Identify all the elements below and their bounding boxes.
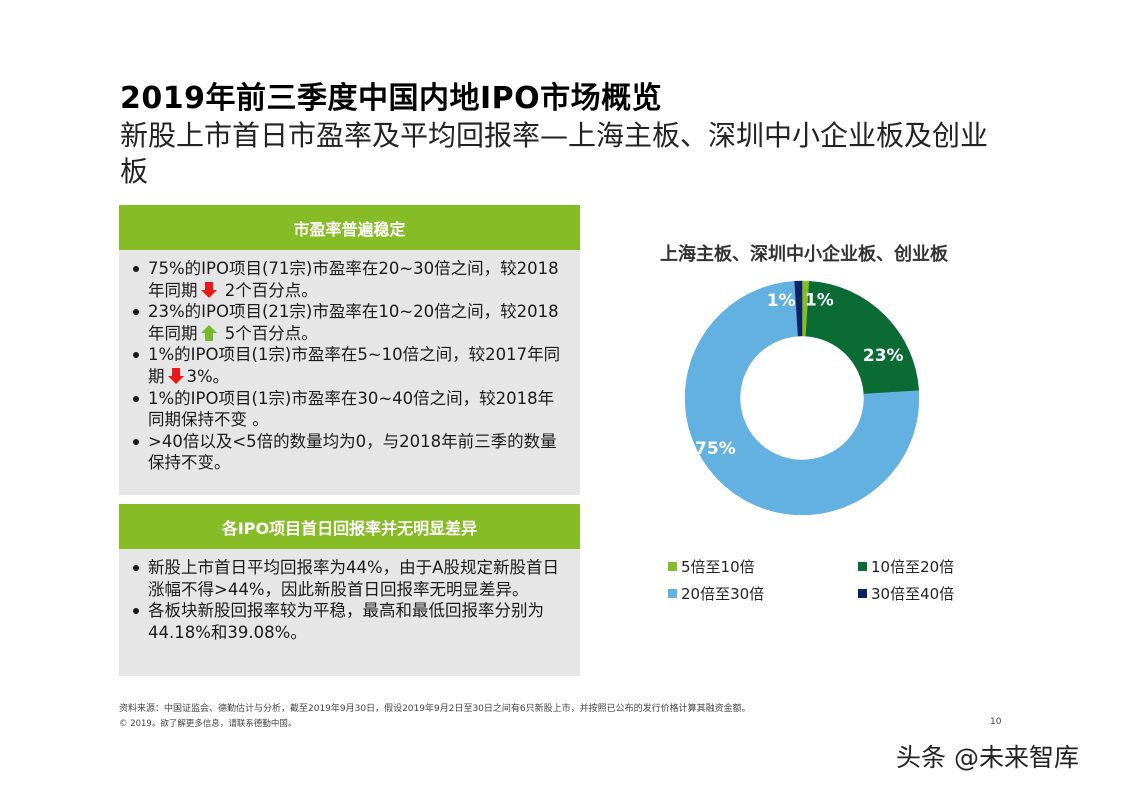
arrow-down-red-icon [200,281,217,298]
legend-item: 30倍至40倍 [858,583,954,604]
donut-chart: 1% 23% 75% 1% [684,280,920,516]
donut-slice [684,280,920,516]
bullet-item: 各板块新股回报率较为平稳，最高和最低回报率分别为44.18%和39.08%。 [133,600,570,643]
bullet-item: 1%的IPO项目(1宗)市盈率在5~10倍之间，较2017年同期 3%。 [133,344,570,387]
page-number: 10 [990,717,1002,727]
legend-swatch [858,562,867,571]
title-block: 2019年前三季度中国内地IPO市场概览 新股上市首日市盈率及平均回报率—上海主… [120,80,1020,190]
donut-slice [794,280,803,337]
page-title: 2019年前三季度中国内地IPO市场概览 [120,81,663,116]
bullet-text: >40倍以及<5倍的数量均为0，与2018年前三季的数量保持不变。 [148,431,557,473]
chart-title: 上海主板、深圳中小企业板、创业板 [660,244,948,265]
bullet-text: 1%的IPO项目(1宗)市盈率在5~10倍之间，较2017年同期 [148,345,561,386]
panel-heading: 市盈率普遍稳定 [119,205,580,250]
legend-item: 5倍至10倍 [668,556,755,577]
panel-heading: 各IPO项目首日回报率并无明显差异 [119,504,580,549]
arrow-down-red-icon [167,367,184,384]
bullet-item: 75%的IPO项目(71宗)市盈率在20~30倍之间，较2018年同期 2个百分… [133,258,570,301]
slice-label: 23% [863,346,904,366]
legend-label: 5倍至10倍 [681,558,755,576]
legend-swatch [858,589,867,598]
bullet-item: >40倍以及<5倍的数量均为0，与2018年前三季的数量保持不变。 [133,431,570,474]
bullet-text: 各板块新股回报率较为平稳，最高和最低回报率分别为44.18%和39.08%。 [148,601,544,642]
copyright-note: © 2019。欲了解更多信息，请联系德勤中国。 [119,719,297,729]
bullet-item: 23%的IPO项目(21宗)市盈率在10~20倍之间，较2018年同期 5个百分… [133,301,570,344]
slice-label: 1% [767,291,796,311]
donut-slices [684,280,920,516]
arrow-up-green-icon [200,324,217,341]
bullet-text: 23%的IPO项目(21宗)市盈率在10~20倍之间，较2018年同期 [148,302,559,343]
source-note: 资料来源：中国证监会、德勤估计与分析，截至2019年9月30日，假设2019年9… [119,704,751,714]
legend-item: 10倍至20倍 [858,556,954,577]
bullet-item: 1%的IPO项目(1宗)市盈率在30~40倍之间，较2018年同期保持不变 。 [133,388,570,431]
bullet-text: 3%。 [186,366,230,386]
legend-swatch [668,589,677,598]
bullet-text: 75%的IPO项目(71宗)市盈率在20~30倍之间，较2018年同期 [148,259,559,300]
bullet-text: 新股上市首日平均回报率为44%，由于A股规定新股首日涨幅不得>44%，因此新股首… [148,558,559,599]
bullet-list: 75%的IPO项目(71宗)市盈率在20~30倍之间，较2018年同期 2个百分… [133,258,570,474]
bullet-text: 1%的IPO项目(1宗)市盈率在30~40倍之间，较2018年同期保持不变 。 [148,388,555,430]
panel-body: 75%的IPO项目(71宗)市盈率在20~30倍之间，较2018年同期 2个百分… [119,250,580,495]
legend-item: 20倍至30倍 [668,583,764,604]
donut-slice [805,280,920,395]
legend-label: 10倍至20倍 [871,558,955,576]
slice-label: 1% [805,291,834,311]
first-day-return-panel: 各IPO项目首日回报率并无明显差异 新股上市首日平均回报率为44%，由于A股规定… [119,504,580,676]
legend-label: 30倍至40倍 [871,585,955,603]
pe-ratio-panel: 市盈率普遍稳定 75%的IPO项目(71宗)市盈率在20~30倍之间，较2018… [119,205,580,495]
bullet-text: 2个百分点。 [219,280,318,300]
bullet-text: 5个百分点。 [219,323,318,343]
legend-label: 20倍至30倍 [681,585,765,603]
watermark: 头条 @未来智库 [896,743,1079,772]
legend-swatch [668,562,677,571]
panel-body: 新股上市首日平均回报率为44%，由于A股规定新股首日涨幅不得>44%，因此新股首… [119,549,580,676]
bullet-item: 新股上市首日平均回报率为44%，由于A股规定新股首日涨幅不得>44%，因此新股首… [133,557,570,600]
bullet-list: 新股上市首日平均回报率为44%，由于A股规定新股首日涨幅不得>44%，因此新股首… [133,557,570,643]
page-subtitle: 新股上市首日市盈率及平均回报率—上海主板、深圳中小企业板及创业板 [120,119,989,188]
donut-labels: 1% 23% 75% 1% [695,291,904,459]
slice-label: 75% [695,439,736,459]
